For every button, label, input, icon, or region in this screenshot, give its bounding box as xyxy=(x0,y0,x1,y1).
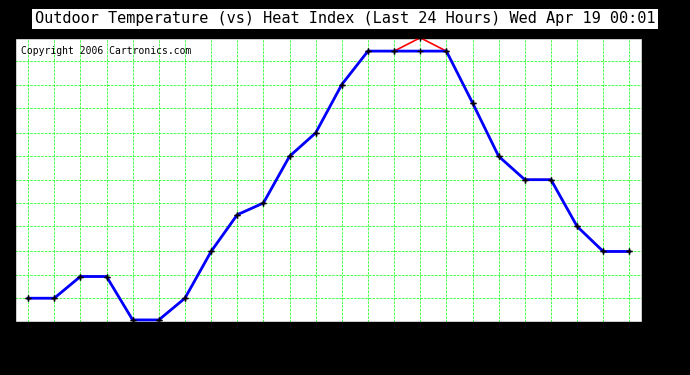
Text: Outdoor Temperature (vs) Heat Index (Last 24 Hours) Wed Apr 19 00:01: Outdoor Temperature (vs) Heat Index (Las… xyxy=(34,11,655,26)
Text: Copyright 2006 Cartronics.com: Copyright 2006 Cartronics.com xyxy=(21,46,192,56)
